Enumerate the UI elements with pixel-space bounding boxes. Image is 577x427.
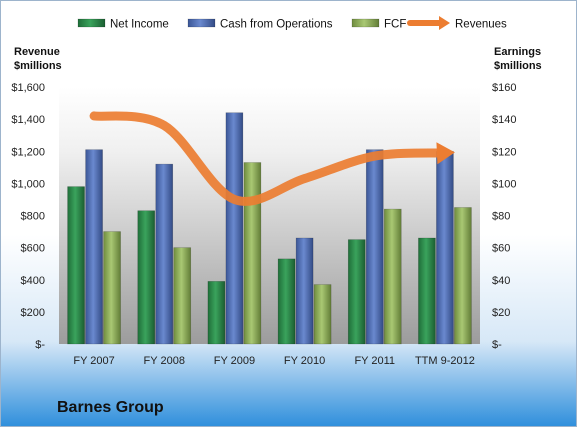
right-tick-label: $160	[492, 82, 516, 94]
revenues-line	[89, 111, 450, 206]
x-tick-label: FY 2008	[144, 355, 185, 367]
left-axis-ticks: $- $200 $400 $600 $800 $1,000 $1,200 $1,400 $1,6…	[11, 82, 45, 351]
revenues-line-arrowhead	[436, 142, 455, 165]
bar-cash-from-operations	[436, 150, 454, 345]
legend-label-net-income: Net Income	[110, 19, 169, 31]
bar-cash-from-operations	[85, 149, 103, 345]
bar-net-income	[137, 210, 156, 345]
right-tick-label: $140	[492, 114, 516, 126]
left-tick-label: $1,200	[11, 146, 45, 158]
bar-fcf	[313, 284, 332, 345]
revenues-line-series	[89, 111, 455, 206]
right-tick-label: $20	[492, 307, 510, 319]
left-tick-label: $800	[21, 211, 45, 223]
left-tick-label: $600	[21, 243, 45, 255]
company-name: Barnes Group	[57, 399, 164, 416]
legend-swatch-net-income	[77, 18, 106, 28]
left-tick-label: $1,000	[11, 178, 45, 190]
bar-series	[67, 112, 472, 345]
bar-fcf	[103, 231, 121, 345]
x-tick-label: FY 2010	[284, 355, 325, 367]
bar-net-income	[418, 237, 436, 345]
right-axis-label-line1: Earnings	[494, 46, 541, 58]
right-tick-label: $100	[492, 178, 516, 190]
x-tick-label: TTM 9-2012	[415, 355, 475, 367]
bar-cash-from-operations	[155, 163, 174, 345]
left-axis-label-line1: Revenue	[14, 46, 60, 58]
left-tick-label: $1,600	[11, 82, 45, 94]
x-tick-label: FY 2007	[73, 355, 114, 367]
bar-cash-from-operations	[295, 237, 314, 345]
x-tick-label: FY 2009	[214, 355, 255, 367]
plot-area	[59, 87, 480, 344]
bar-net-income	[277, 258, 296, 345]
legend-swatch-fcf	[351, 18, 380, 28]
bar-fcf	[243, 162, 262, 345]
bar-cash-from-operations	[365, 149, 384, 345]
left-axis-label-line2: $millions	[14, 60, 62, 72]
bar-net-income	[207, 281, 226, 345]
right-tick-label: $40	[492, 275, 510, 287]
left-tick-label: $400	[21, 275, 45, 287]
left-tick-label: $1,400	[11, 114, 45, 126]
bar-fcf	[383, 208, 402, 345]
legend-label-revenues: Revenues	[455, 19, 507, 31]
bar-fcf	[173, 247, 192, 345]
legend: Net Income Cash from Operations FCF Revenue…	[77, 16, 507, 31]
bar-net-income	[67, 186, 85, 345]
left-tick-label: $200	[21, 307, 45, 319]
right-tick-label: $-	[492, 339, 502, 351]
right-axis-label-line2: $millions	[494, 60, 542, 72]
bar-fcf	[454, 207, 472, 345]
left-tick-label: $-	[35, 339, 45, 351]
x-tick-label: FY 2011	[354, 355, 395, 367]
right-tick-label: $120	[492, 146, 516, 158]
right-tick-label: $80	[492, 211, 510, 223]
bar-net-income	[347, 239, 366, 345]
legend-swatch-cash-from-operations	[187, 18, 216, 28]
right-tick-label: $60	[492, 243, 510, 255]
legend-arrowhead-revenues	[439, 16, 450, 30]
bar-cash-from-operations	[225, 112, 244, 345]
legend-label-cash-from-operations: Cash from Operations	[220, 19, 333, 31]
right-axis-ticks: $- $20 $40 $60 $80 $100 $120 $140 $160	[492, 82, 516, 351]
x-axis-ticks: FY 2007 FY 2008 FY 2009 FY 2010 FY 2011 TTM 9…	[73, 355, 474, 367]
legend-label-fcf: FCF	[384, 19, 406, 31]
